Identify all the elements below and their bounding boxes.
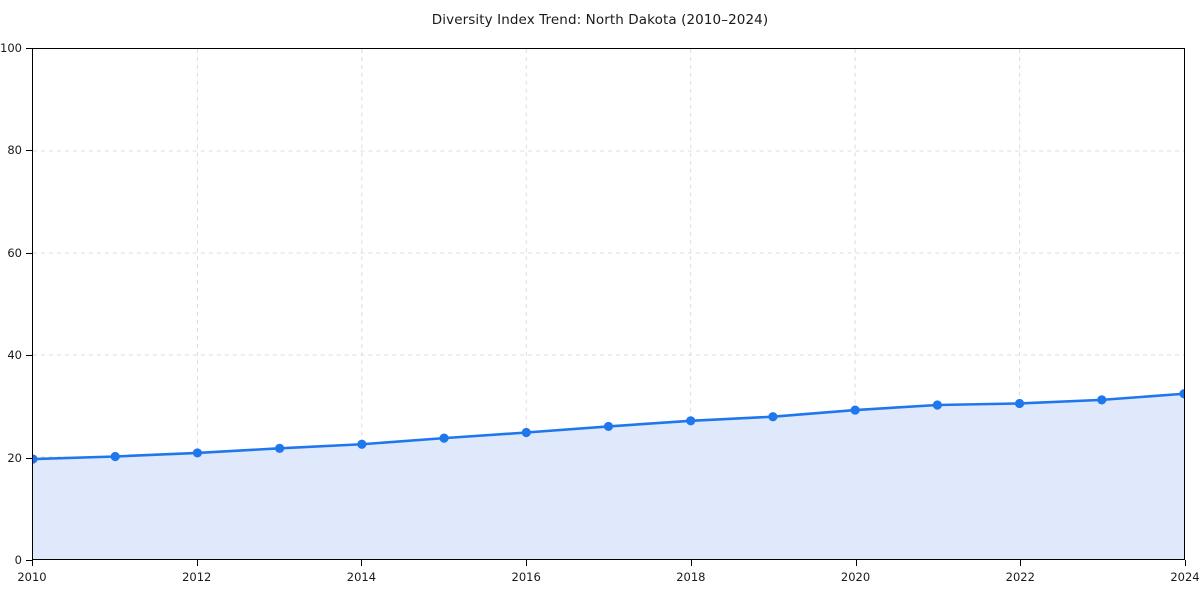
- x-axis-tick-label: 2018: [676, 570, 706, 584]
- x-axis-tick-mark: [855, 560, 857, 566]
- x-axis-tick-mark: [526, 560, 528, 566]
- x-axis-tick-label: 2016: [511, 570, 541, 584]
- x-axis-tick-mark: [690, 560, 692, 566]
- data-point-marker: [357, 439, 367, 449]
- y-axis-tick-label: 20: [7, 450, 22, 465]
- x-axis-tick-label: 2012: [182, 570, 212, 584]
- y-axis-tick-label: 60: [7, 245, 22, 260]
- x-axis-tick-mark: [196, 560, 198, 566]
- y-axis-tick-label: 100: [0, 41, 22, 55]
- x-axis-tick-label: 2014: [346, 570, 377, 584]
- x-axis-tick-mark: [1185, 560, 1186, 566]
- x-axis-tick-label: 2022: [1005, 570, 1035, 584]
- data-point-marker: [110, 451, 120, 462]
- x-axis-tick-label: 2024: [1170, 570, 1200, 584]
- data-point-marker: [1014, 398, 1025, 409]
- chart-plot-svg: [33, 49, 1184, 559]
- data-point-marker: [439, 433, 449, 443]
- x-axis-tick-mark: [361, 560, 363, 566]
- data-point-marker: [33, 454, 38, 464]
- x-axis-tick-mark: [1020, 560, 1022, 566]
- plot-area: [32, 48, 1185, 560]
- x-axis-tick-mark: [32, 560, 33, 566]
- area-fill: [33, 393, 1184, 559]
- data-point-marker: [192, 448, 203, 458]
- data-point-marker: [768, 412, 778, 422]
- chart-title: Diversity Index Trend: North Dakota (201…: [431, 12, 769, 28]
- y-axis-tick-label: 40: [7, 348, 22, 363]
- data-point-marker: [1097, 395, 1107, 405]
- x-axis-tick-label: 2020: [840, 570, 871, 584]
- data-point-marker: [850, 405, 860, 415]
- data-point-marker: [275, 443, 285, 453]
- data-point-marker: [1179, 389, 1184, 399]
- y-axis-tick-label: 80: [7, 143, 22, 158]
- data-point-marker: [521, 427, 531, 438]
- data-point-marker: [603, 421, 614, 431]
- y-axis-tick-mark: [26, 560, 32, 561]
- data-point-marker: [932, 400, 942, 410]
- x-axis-tick-label: 2010: [17, 570, 47, 584]
- data-point-marker: [686, 416, 696, 426]
- y-axis-tick-label: 0: [14, 553, 22, 567]
- data-markers: [33, 389, 1184, 464]
